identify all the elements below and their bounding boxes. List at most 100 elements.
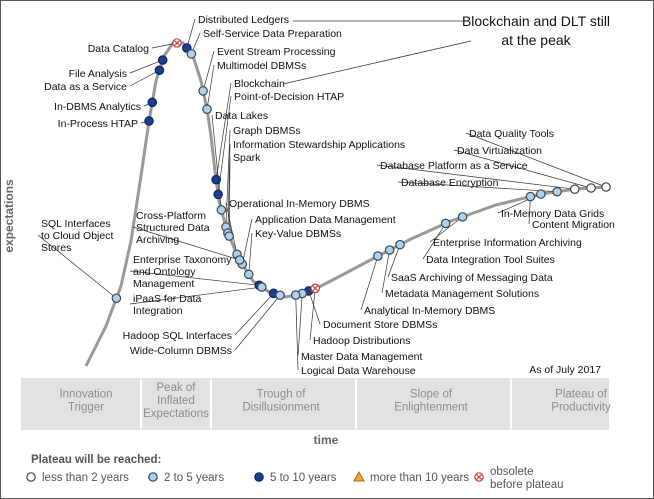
tech-label: Information Stewardship Applications — [233, 139, 405, 151]
tech-leader — [241, 218, 253, 265]
tech-label: In-DBMS Analytics — [54, 101, 141, 113]
phase-label: Trough of — [257, 389, 307, 401]
tech-marker — [536, 189, 546, 199]
tech-leader — [297, 293, 303, 357]
callout-text: Blockchain and DLT still — [462, 13, 610, 29]
tech-leader — [429, 216, 463, 243]
tech-leader — [129, 59, 163, 74]
tech-leader — [387, 244, 401, 278]
tech-label: Point-of-Decision HTAP — [234, 91, 344, 103]
tech-marker — [373, 251, 383, 261]
tech-leader — [308, 290, 321, 325]
tech-marker — [290, 290, 301, 300]
tech-label: Enterprise Taxonomy and Ontology Managemen… — [133, 254, 232, 290]
tech-leader — [129, 270, 260, 286]
tech-label: Self-Service Data Preparation — [203, 28, 342, 40]
callout-text: at the peak — [501, 32, 571, 48]
legend-marker-obs-x — [475, 473, 483, 481]
tech-marker — [384, 245, 395, 255]
tech-marker — [243, 269, 254, 280]
tech-leader — [465, 132, 607, 188]
phase-label: Slope of — [410, 389, 453, 401]
tech-marker — [154, 65, 165, 76]
tech-leader — [234, 293, 274, 336]
tech-marker — [395, 239, 405, 250]
phase-label: Disillusionment — [242, 402, 320, 414]
tech-leader — [186, 18, 196, 49]
tech-marker — [569, 184, 580, 194]
tech-leader — [376, 164, 575, 190]
tech-leader — [202, 50, 215, 91]
tech-label: File Analysis — [69, 68, 127, 80]
tech-leader — [129, 286, 262, 305]
tech-leader — [422, 223, 446, 260]
tech-label: Database Encryption — [401, 177, 499, 189]
tech-marker — [211, 174, 221, 185]
tech-leader — [397, 181, 558, 193]
phase-label: Plateau of — [555, 389, 608, 401]
tech-label: Database Platform as a Service — [380, 160, 528, 172]
tech-leader — [453, 149, 592, 189]
tech-marker — [186, 49, 197, 59]
tech-label: Data Integration Tool Suites — [426, 254, 555, 266]
tech-label: Master Data Management — [301, 351, 422, 363]
tech-label: SaaS Archiving of Messaging Data — [391, 272, 553, 284]
tech-label: Operational In-Memory DBMS — [229, 198, 370, 210]
tech-marker — [213, 189, 223, 200]
phase-label: Peak of — [157, 382, 197, 394]
tech-leader — [295, 295, 299, 371]
as-of-date: As of July 2017 — [529, 364, 601, 376]
tech-label: Data Lakes — [215, 110, 268, 122]
tech-marker — [601, 182, 611, 192]
tech-label: In-Process HTAP — [58, 118, 138, 130]
tech-label: Content Migration — [532, 219, 615, 231]
tech-label: Enterprise Information Archiving — [433, 237, 582, 249]
tech-label: SQL Interfaces to Cloud Object Stores — [41, 218, 113, 254]
tech-label: In-Memory Data Grids — [501, 208, 604, 220]
legend-label: more than 10 years — [370, 472, 469, 484]
legend-marker-lt2 — [26, 472, 36, 482]
tech-label: Hadoop Distributions — [313, 335, 410, 347]
legend-label: less than 2 years — [42, 472, 129, 484]
tech-leader — [360, 255, 379, 311]
tech-leader — [248, 232, 253, 275]
phase-label: Inflated — [157, 395, 195, 407]
tech-marker-x — [174, 39, 181, 47]
y-axis-label: expectations — [2, 179, 16, 253]
tech-marker-x — [312, 285, 319, 292]
tech-label: Spark — [233, 152, 261, 164]
tech-marker — [457, 212, 468, 222]
tech-leader — [225, 129, 231, 228]
phase-label: Productivity — [551, 402, 611, 414]
tech-marker — [147, 97, 158, 108]
tech-label: Graph DBMSs — [233, 125, 301, 137]
tech-label: Data Virtualization — [457, 145, 542, 157]
tech-label: Document Store DBMSs — [323, 319, 437, 331]
tech-label: Metadata Management Solutions — [385, 288, 539, 300]
tech-leader — [228, 156, 231, 237]
tech-label: Event Stream Processing — [217, 46, 336, 58]
phase-label: Innovation — [59, 389, 112, 401]
phase-label: Trigger — [68, 402, 104, 414]
tech-label: iPaaS for Data Integration — [133, 293, 201, 317]
callout-leader — [282, 40, 472, 85]
tech-leader — [381, 249, 390, 294]
legend-label: obsolete before plateau — [490, 466, 564, 491]
tech-label: Blockchain — [234, 78, 285, 90]
tech-marker — [157, 55, 168, 65]
tech-marker — [552, 186, 562, 197]
tech-leader — [206, 64, 215, 110]
tech-label: Distributed Ledgers — [198, 14, 289, 26]
tech-leader — [309, 288, 316, 341]
phase-label: Expectations — [143, 408, 209, 420]
tech-leader — [225, 202, 238, 255]
tech-label: Cross-Platform Structured Data Archiving — [136, 210, 210, 246]
tech-marker — [275, 290, 285, 301]
tech-marker — [586, 183, 596, 193]
legend-marker-5to10 — [254, 472, 264, 482]
tech-label: Wide-Column DBMSs — [130, 345, 232, 357]
tech-leader — [129, 69, 160, 87]
x-axis-label: time — [314, 433, 339, 447]
